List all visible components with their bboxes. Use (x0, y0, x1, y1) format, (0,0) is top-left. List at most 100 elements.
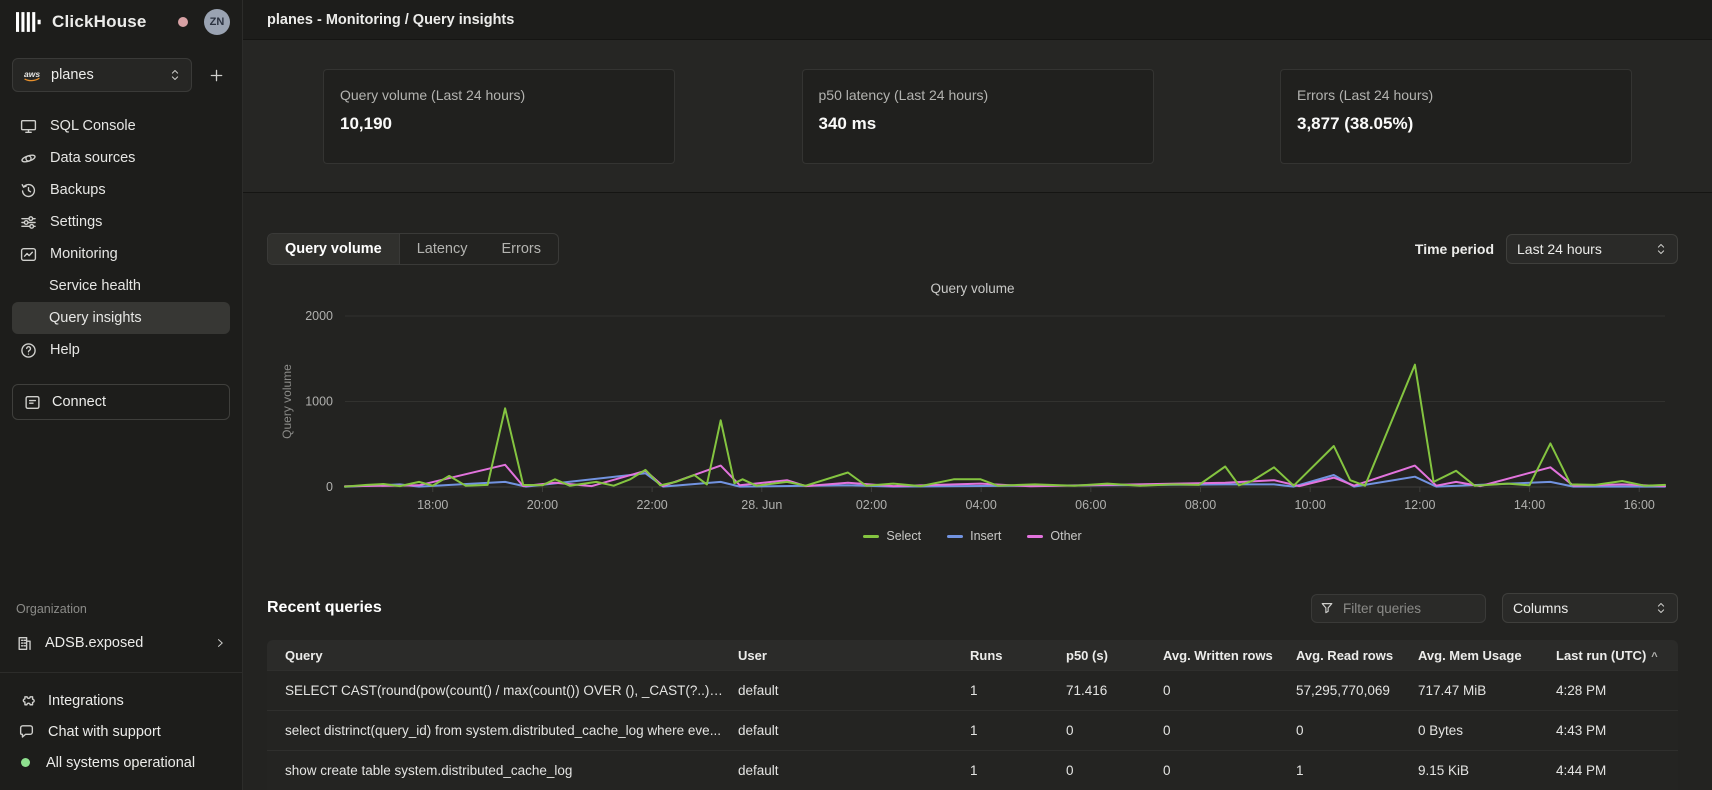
table-cell: 0 (1163, 763, 1171, 778)
sidebar-item-label: Service health (49, 278, 141, 294)
table-cell: show create table system.distributed_cac… (285, 763, 573, 778)
column-header[interactable]: Query (285, 647, 323, 663)
svg-text:aws: aws (24, 69, 40, 79)
sidebar-item-integrations[interactable]: Integrations (12, 685, 230, 716)
stat-card: Query volume (Last 24 hours) 10,190 (323, 69, 675, 164)
column-header[interactable]: Runs (970, 647, 1003, 663)
recent-queries-table: Query User Runs p50 (s) Avg. Written rows Avg… (267, 640, 1678, 790)
tab-errors[interactable]: Errors (501, 241, 541, 257)
clickhouse-logo-icon (16, 12, 43, 32)
table-cell: 57,295,770,069 (1296, 683, 1390, 698)
table-row[interactable]: show create table system.distributed_cac… (267, 750, 1678, 790)
columns-select-label: Columns (1513, 600, 1569, 616)
avatar[interactable]: ZN (204, 9, 230, 35)
footer-item-label: Integrations (48, 692, 124, 709)
sidebar-item-data-sources[interactable]: Data sources (12, 142, 230, 174)
svg-text:16:00: 16:00 (1624, 498, 1655, 512)
svg-text:2000: 2000 (305, 309, 333, 323)
svg-text:0: 0 (326, 480, 333, 494)
sidebar-nav: SQL Console Data sources Backups Setting… (12, 110, 230, 366)
legend-label: Other (1050, 529, 1082, 543)
table-cell: default (738, 683, 779, 698)
legend-item-select[interactable]: Select (863, 529, 921, 543)
sidebar-item-sql-console[interactable]: SQL Console (12, 110, 230, 142)
sidebar-divider (0, 672, 242, 673)
time-period-label: Time period (1414, 241, 1494, 257)
stat-card-value: 10,190 (340, 114, 392, 133)
svg-text:02:00: 02:00 (856, 498, 887, 512)
sidebar-item-backups[interactable]: Backups (12, 174, 230, 206)
table-cell: 4:44 PM (1556, 763, 1607, 778)
svg-text:04:00: 04:00 (966, 498, 997, 512)
stats-cards-row: Query volume (Last 24 hours) 10,190 p50 la… (243, 40, 1712, 193)
system-status-row[interactable]: All systems operational (12, 747, 230, 778)
sidebar-item-help[interactable]: Help (12, 334, 230, 366)
stat-card-label: Query volume (Last 24 hours) (340, 87, 526, 103)
main-area: planes - Monitoring / Query insights Que… (243, 0, 1712, 790)
table-cell: 4:28 PM (1556, 683, 1607, 698)
legend-label: Select (886, 529, 922, 543)
sidebar-item-query-insights[interactable]: Query insights (12, 302, 230, 334)
connect-icon (24, 394, 41, 411)
notification-dot (178, 17, 188, 27)
time-period-value: Last 24 hours (1517, 241, 1602, 257)
svg-text:28. Jun: 28. Jun (741, 498, 782, 512)
column-header[interactable]: p50 (s) (1066, 647, 1108, 663)
add-service-button[interactable] (202, 61, 230, 89)
columns-select[interactable]: Columns (1502, 593, 1678, 623)
filter-queries-input[interactable] (1311, 593, 1486, 623)
tab-query-volume[interactable]: Query volume (268, 234, 400, 264)
sidebar-item-chat-support[interactable]: Chat with support (12, 716, 230, 747)
table-row[interactable]: select distrinct(query_id) from system.d… (267, 710, 1678, 750)
svg-text:22:00: 22:00 (636, 498, 667, 512)
chat-icon (18, 723, 35, 740)
footer-item-label: Chat with support (48, 723, 161, 740)
table-header-row: Query User Runs p50 (s) Avg. Written rows Avg… (267, 640, 1678, 670)
monitoring-icon (20, 246, 37, 263)
recent-queries-title: Recent queries (267, 599, 382, 616)
sidebar-item-label: Monitoring (50, 246, 118, 262)
svg-text:06:00: 06:00 (1075, 498, 1106, 512)
column-header[interactable]: User (738, 647, 767, 663)
sidebar-item-monitoring[interactable]: Monitoring (12, 238, 230, 270)
table-cell: 71.416 (1066, 683, 1108, 698)
svg-text:08:00: 08:00 (1185, 498, 1216, 512)
sidebar-item-label: Help (50, 342, 80, 358)
status-ok-dot (21, 758, 30, 767)
sql-console-icon (20, 118, 37, 135)
page-title: planes - Monitoring / Query insights (267, 11, 515, 28)
table-cell: 9.15 KiB (1418, 763, 1470, 778)
connect-button[interactable]: Connect (12, 384, 230, 420)
tab-latency[interactable]: Latency (416, 241, 468, 257)
legend-item-insert[interactable]: Insert (947, 529, 1001, 543)
stat-card: p50 latency (Last 24 hours) 340 ms (801, 69, 1154, 164)
column-header[interactable]: Last run (UTC) ^ (1556, 647, 1658, 663)
legend-swatch (863, 534, 880, 538)
integrations-icon (18, 692, 35, 709)
stat-card: Errors (Last 24 hours) 3,877 (38.05%) (1280, 69, 1632, 164)
svg-text:1000: 1000 (305, 395, 333, 409)
sidebar-item-settings[interactable]: Settings (12, 206, 230, 238)
column-header[interactable]: Avg. Read rows (1296, 647, 1394, 663)
time-period-select[interactable]: Last 24 hours (1506, 234, 1678, 264)
organization-icon (16, 635, 33, 652)
service-name: planes (51, 67, 94, 83)
organization-row[interactable]: ADSB.exposed (12, 628, 230, 658)
sidebar-item-service-health[interactable]: Service health (12, 270, 230, 302)
chevron-updown-icon (169, 68, 181, 82)
stat-card-value: 3,877 (38.05%) (1297, 114, 1414, 133)
table-row[interactable]: SELECT CAST(round(pow(count() / max(coun… (267, 670, 1678, 710)
settings-icon (20, 214, 37, 231)
data-sources-icon (20, 150, 37, 167)
svg-text:10:00: 10:00 (1295, 498, 1326, 512)
service-selector[interactable]: aws planes (12, 58, 192, 92)
table-cell: select distrinct(query_id) from system.d… (285, 723, 721, 738)
chart-title: Query volume (930, 281, 1015, 296)
legend-item-other[interactable]: Other (1027, 529, 1082, 543)
column-header[interactable]: Avg. Written rows (1163, 647, 1273, 663)
legend-label: Insert (970, 529, 1002, 543)
table-cell: 0 (1163, 723, 1171, 738)
organization-label: Organization (16, 602, 87, 616)
sidebar-item-label: Data sources (50, 150, 136, 166)
column-header[interactable]: Avg. Mem Usage (1418, 647, 1522, 663)
